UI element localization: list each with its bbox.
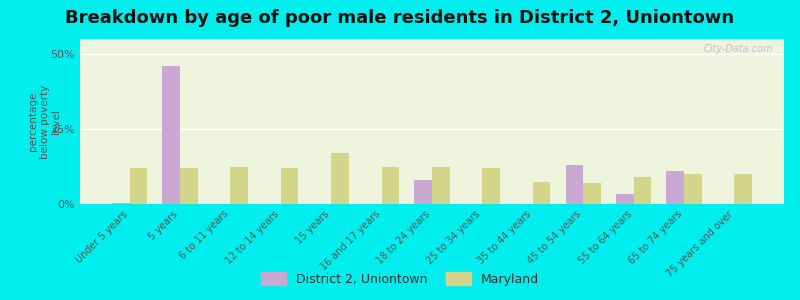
Text: Breakdown by age of poor male residents in District 2, Uniontown: Breakdown by age of poor male residents … xyxy=(66,9,734,27)
Bar xyxy=(112,202,130,204)
Bar xyxy=(180,168,198,204)
Bar xyxy=(616,194,634,204)
Bar xyxy=(414,180,432,204)
Bar xyxy=(281,168,298,204)
Bar xyxy=(382,167,399,204)
Text: City-Data.com: City-Data.com xyxy=(704,44,774,54)
Bar xyxy=(432,167,450,204)
Bar xyxy=(634,177,651,204)
Bar xyxy=(162,66,180,204)
Bar xyxy=(482,168,500,204)
Y-axis label: percentage
below poverty
level: percentage below poverty level xyxy=(28,84,62,159)
Bar xyxy=(331,153,349,204)
Bar xyxy=(734,174,752,204)
Bar xyxy=(230,167,248,204)
Bar xyxy=(583,183,601,204)
Bar xyxy=(684,174,702,204)
Legend: District 2, Uniontown, Maryland: District 2, Uniontown, Maryland xyxy=(256,267,544,291)
Bar xyxy=(566,165,583,204)
Bar xyxy=(130,168,147,204)
Bar xyxy=(666,171,684,204)
Bar xyxy=(533,182,550,204)
